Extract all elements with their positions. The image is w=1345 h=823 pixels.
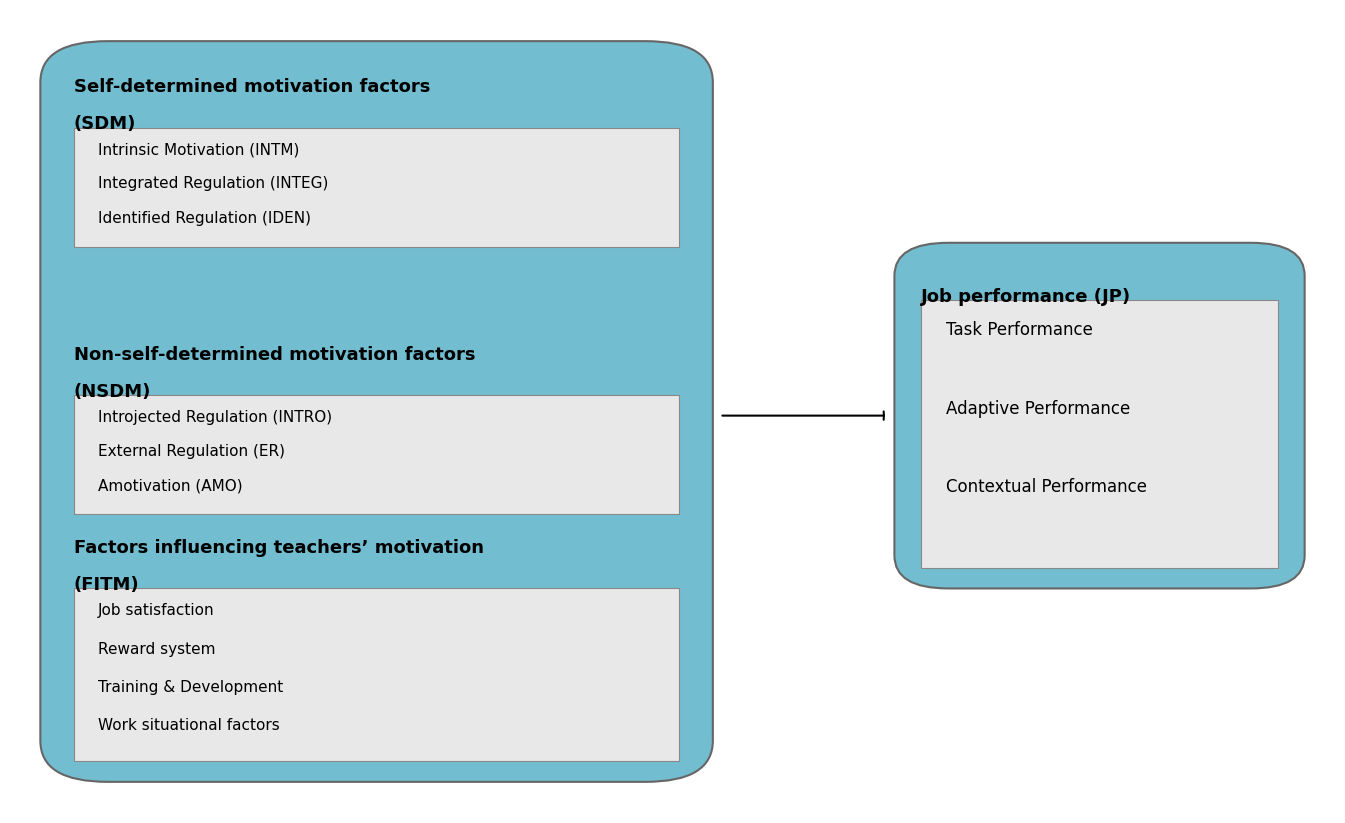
Text: Integrated Regulation (INTEG): Integrated Regulation (INTEG): [98, 176, 328, 192]
FancyBboxPatch shape: [894, 243, 1305, 588]
Text: Identified Regulation (IDEN): Identified Regulation (IDEN): [98, 211, 311, 226]
Text: (NSDM): (NSDM): [74, 383, 152, 401]
Text: Training & Development: Training & Development: [98, 680, 284, 695]
FancyBboxPatch shape: [74, 395, 679, 514]
Text: Adaptive Performance: Adaptive Performance: [946, 400, 1130, 417]
Text: Intrinsic Motivation (INTM): Intrinsic Motivation (INTM): [98, 142, 300, 157]
FancyBboxPatch shape: [921, 300, 1278, 568]
Text: (FITM): (FITM): [74, 576, 140, 594]
Text: Introjected Regulation (INTRO): Introjected Regulation (INTRO): [98, 410, 332, 425]
Text: Amotivation (AMO): Amotivation (AMO): [98, 478, 243, 493]
FancyBboxPatch shape: [40, 41, 713, 782]
Text: Self-determined motivation factors: Self-determined motivation factors: [74, 78, 430, 96]
Text: Reward system: Reward system: [98, 642, 215, 657]
FancyBboxPatch shape: [74, 128, 679, 247]
Text: Factors influencing teachers’ motivation: Factors influencing teachers’ motivation: [74, 539, 484, 557]
Text: External Regulation (ER): External Regulation (ER): [98, 444, 285, 459]
Text: Contextual Performance: Contextual Performance: [946, 478, 1146, 496]
Text: Work situational factors: Work situational factors: [98, 718, 280, 733]
Text: Task Performance: Task Performance: [946, 321, 1092, 339]
Text: (SDM): (SDM): [74, 115, 136, 133]
Text: Job performance (JP): Job performance (JP): [921, 288, 1131, 306]
Text: Non-self-determined motivation factors: Non-self-determined motivation factors: [74, 346, 476, 364]
FancyBboxPatch shape: [74, 588, 679, 761]
Text: Job satisfaction: Job satisfaction: [98, 603, 215, 618]
